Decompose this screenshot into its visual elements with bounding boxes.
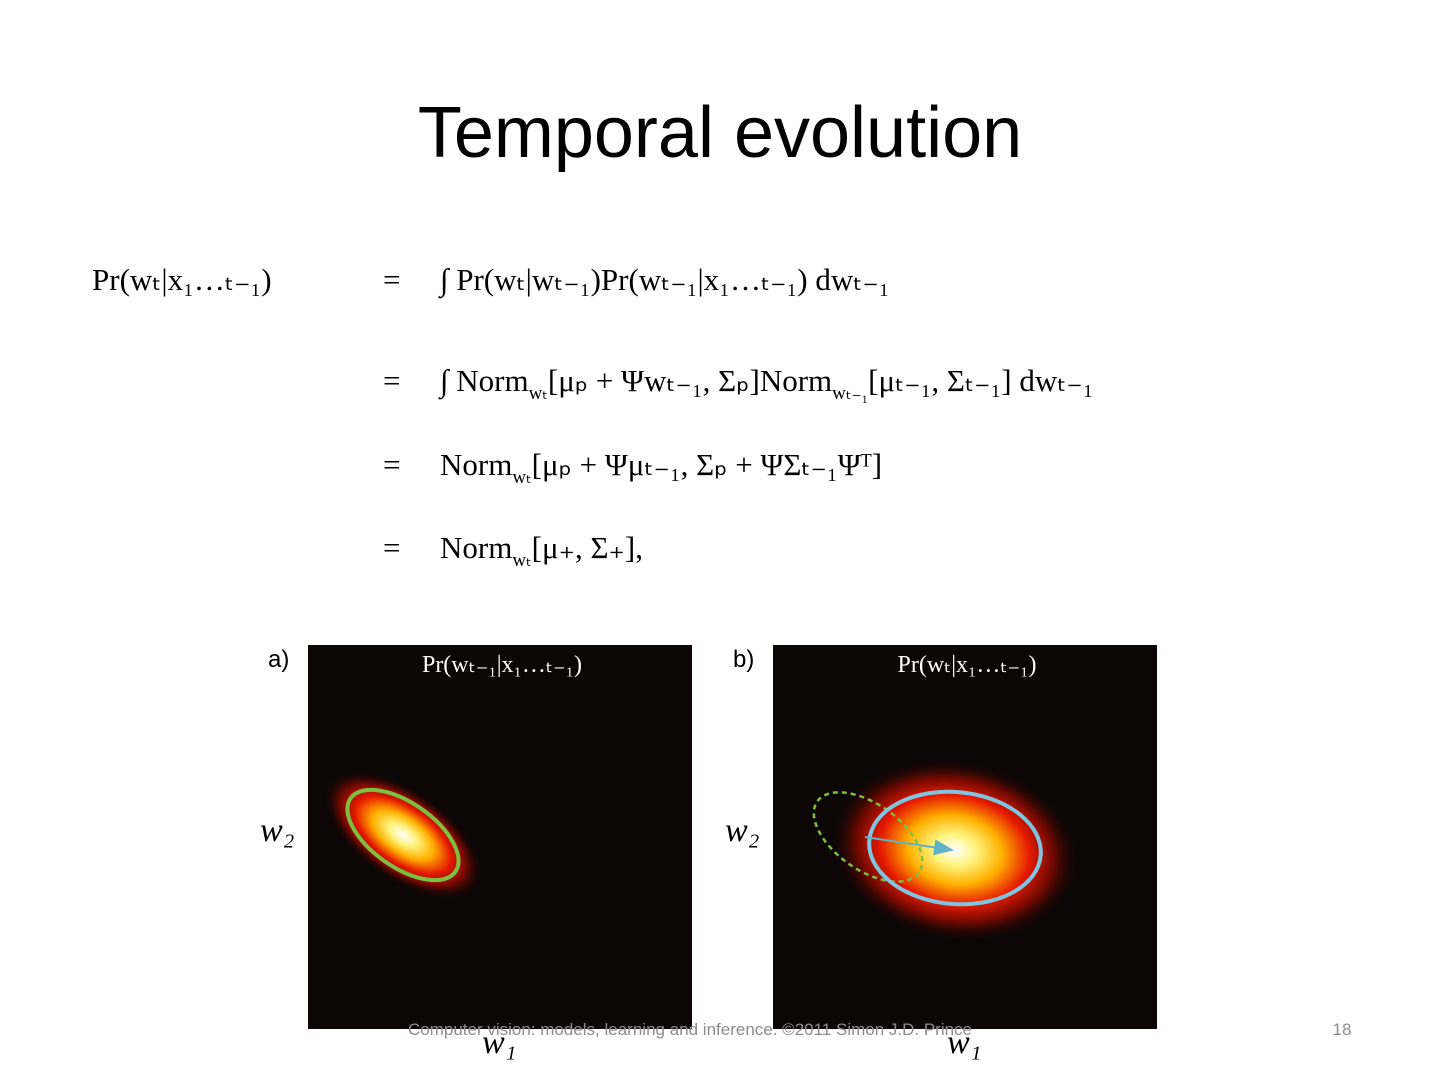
equation-expression: ∫ Normwₜ[μₚ + Ψwₜ₋₁, Σₚ]Normwₜ₋₁[μₜ₋₁, Σ… bbox=[440, 363, 1094, 405]
equation-expression: ∫ Pr(wₜ|wₜ₋₁)Pr(wₜ₋₁|x₁…ₜ₋₁) dwₜ₋₁ bbox=[440, 262, 890, 298]
expression-part: ∫ Pr(wₜ|wₜ₋₁)Pr(wₜ₋₁|x₁…ₜ₋₁) dwₜ₋₁ bbox=[440, 262, 890, 297]
expression-part: [μₚ + Ψμₜ₋₁, Σₚ + ΨΣₜ₋₁Ψᵀ] bbox=[531, 447, 883, 482]
panel-label: b) bbox=[733, 646, 755, 673]
subscript: wₜ₋₁ bbox=[832, 383, 869, 404]
contour-a bbox=[345, 787, 461, 883]
page-number: 18 bbox=[1332, 1020, 1352, 1039]
equation-lhs: Pr(wₜ|x₁…ₜ₋₁) bbox=[92, 262, 272, 297]
subscript: wₜ bbox=[512, 550, 532, 571]
equation-relation: = bbox=[383, 530, 401, 565]
expression-part: [μₚ + Ψwₜ₋₁, Σₚ]Norm bbox=[547, 363, 833, 398]
shift-arrow bbox=[864, 836, 954, 856]
slide-title: Temporal evolution bbox=[417, 93, 1023, 173]
y-axis-label: w₂ bbox=[260, 812, 295, 849]
subscript: wₜ bbox=[528, 383, 548, 404]
expression-part: Norm bbox=[440, 447, 513, 482]
expression-part: [μ₊, Σ₊], bbox=[531, 530, 643, 565]
equation-relation: = bbox=[383, 262, 401, 297]
subscript: wₜ bbox=[512, 467, 532, 488]
panel-title: Pr(wₜ|x₁…ₜ₋₁) bbox=[897, 652, 1037, 678]
density-a bbox=[323, 770, 483, 900]
contour-b bbox=[867, 789, 1043, 907]
expression-part: ∫ Norm bbox=[440, 363, 529, 398]
x-axis-label: w₁ bbox=[482, 1024, 517, 1061]
panel-title: Pr(wₜ₋₁|x₁…ₜ₋₁) bbox=[421, 652, 583, 678]
equation-relation: = bbox=[383, 363, 401, 398]
equation-expression: Normwₜ[μₚ + Ψμₜ₋₁, Σₚ + ΨΣₜ₋₁Ψᵀ] bbox=[440, 447, 882, 489]
expression-part: [μₜ₋₁, Σₜ₋₁] dwₜ₋₁ bbox=[868, 363, 1094, 398]
footer-text: Computer vision: models, learning and in… bbox=[407, 1020, 973, 1039]
y-axis-label: w₂ bbox=[725, 812, 760, 849]
panel-label: a) bbox=[268, 646, 290, 673]
equation-relation: = bbox=[383, 447, 401, 482]
x-axis-label: w₁ bbox=[947, 1024, 982, 1061]
equation-expression: Normwₜ[μ₊, Σ₊], bbox=[440, 530, 643, 572]
expression-part: Norm bbox=[440, 530, 513, 565]
